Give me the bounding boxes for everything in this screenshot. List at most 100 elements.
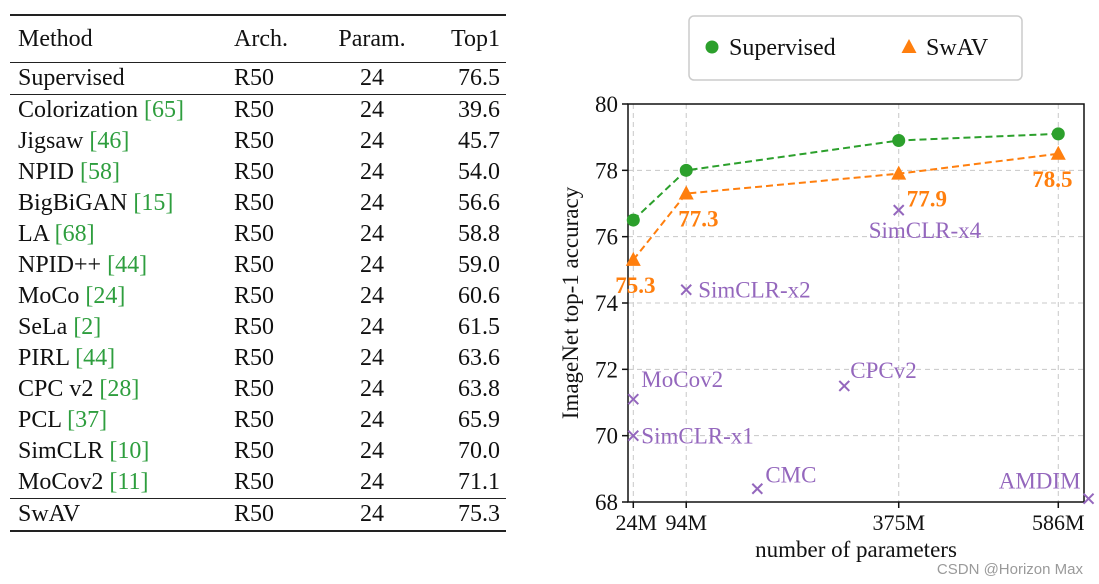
- legend-swav-label: SwAV: [926, 35, 989, 61]
- legend-swav-marker: [901, 39, 917, 53]
- table-row: Colorization [65] R50 24 39.6: [10, 95, 506, 127]
- supervised-series-line: [632, 132, 1059, 221]
- arch-cell: R50: [234, 345, 275, 371]
- arch-cell: R50: [234, 159, 275, 185]
- other-method-label: SimCLR-x2: [698, 278, 810, 303]
- method-name: CPC v2: [18, 376, 100, 402]
- top1-cell: 70.0: [458, 438, 500, 464]
- top1-cell: 65.9: [458, 407, 500, 433]
- table-row: LA [68] R50 24 58.8: [10, 219, 506, 250]
- method-cell: PIRL [44]: [10, 343, 234, 374]
- top1-cell: 63.8: [458, 376, 500, 402]
- method-name: NPID++: [18, 252, 108, 278]
- citation-link[interactable]: [58]: [80, 159, 120, 185]
- method-cell: Jigsaw [46]: [10, 126, 234, 157]
- other-method-point: [680, 284, 692, 296]
- other-method-point: [627, 429, 640, 442]
- param-cell: 24: [360, 314, 384, 340]
- other-method-point: [893, 204, 905, 216]
- method-cell: LA [68]: [10, 219, 234, 250]
- other-method-point: [838, 380, 850, 392]
- other-method-label: SimCLR-x4: [869, 218, 982, 243]
- x-tick-label: 24M: [616, 510, 658, 535]
- other-method-point: [1082, 492, 1095, 505]
- table-row: PCL [37] R50 24 65.9: [10, 405, 506, 436]
- citation-link[interactable]: [11]: [109, 469, 149, 495]
- citation-link[interactable]: [65]: [143, 97, 184, 123]
- param-cell: 24: [360, 376, 384, 402]
- param-cell: 24: [360, 438, 384, 464]
- y-tick-label: 70: [595, 424, 618, 449]
- param-cell: 24: [360, 252, 384, 278]
- method-cell: Supervised: [18, 65, 125, 91]
- method-cell: Colorization [65]: [10, 95, 234, 127]
- watermark: CSDN @Horizon Max: [936, 561, 1083, 578]
- param-cell: 24: [360, 128, 384, 154]
- param-cell: 24: [360, 159, 384, 185]
- method-name: MoCo: [18, 283, 86, 309]
- citation-link[interactable]: [28]: [99, 376, 140, 402]
- arch-cell: R50: [234, 376, 275, 402]
- method-cell: SwAV: [18, 501, 81, 527]
- table-row: SeLa [2] R50 24 61.5: [10, 312, 506, 343]
- table-row: SimCLR [10] R50 24 70.0: [10, 436, 506, 467]
- citation-link[interactable]: [68]: [54, 221, 95, 247]
- method-name: SeLa: [18, 314, 74, 340]
- table-row: Jigsaw [46] R50 24 45.7: [10, 126, 506, 157]
- arch-cell: R50: [234, 252, 275, 278]
- method-cell: PCL [37]: [10, 405, 234, 436]
- supervised-row: Supervised R50 24 76.5: [10, 63, 506, 95]
- param-cell: 24: [360, 65, 384, 91]
- method-name: BigBiGAN: [18, 190, 134, 216]
- other-method-point: [627, 393, 640, 405]
- other-method-label: CPCv2: [850, 358, 916, 383]
- x-tick-label: 586M: [1032, 510, 1085, 535]
- param-cell: 24: [360, 190, 384, 216]
- other-method-label: AMDIM: [999, 469, 1081, 494]
- top1-cell: 58.8: [458, 221, 500, 247]
- header-method: Method: [18, 26, 93, 52]
- table-row: PIRL [44] R50 24 63.6: [10, 343, 506, 374]
- citation-link[interactable]: [44]: [75, 345, 116, 371]
- y-tick-label: 74: [595, 291, 619, 316]
- citation-link[interactable]: [15]: [133, 190, 174, 216]
- citation-link[interactable]: [44]: [107, 252, 148, 278]
- arch-cell: R50: [234, 501, 275, 527]
- other-method-label: CMC: [765, 463, 816, 488]
- y-tick-label: 78: [595, 158, 618, 183]
- table-row: CPC v2 [28] R50 24 63.8: [10, 374, 506, 405]
- param-cell: 24: [360, 283, 384, 309]
- method-cell: SimCLR [10]: [10, 436, 234, 467]
- other-method-label: MoCov2: [641, 367, 723, 392]
- citation-link[interactable]: [24]: [85, 283, 126, 309]
- param-cell: 24: [360, 345, 384, 371]
- top1-cell: 75.3: [458, 501, 500, 527]
- swav-point: [625, 251, 641, 266]
- top1-cell: 59.0: [458, 252, 500, 278]
- arch-cell: R50: [234, 314, 275, 340]
- supervised-point: [679, 163, 693, 177]
- param-cell: 24: [360, 407, 384, 433]
- citation-link[interactable]: [10]: [109, 438, 150, 464]
- citation-link[interactable]: [2]: [73, 314, 102, 340]
- arch-cell: R50: [234, 221, 275, 247]
- citation-link[interactable]: [37]: [67, 407, 108, 433]
- top1-cell: 60.6: [458, 283, 500, 309]
- citation-link[interactable]: [46]: [89, 128, 130, 154]
- method-name: Jigsaw: [18, 128, 90, 154]
- method-cell: BigBiGAN [15]: [10, 188, 234, 219]
- swav-point: [891, 165, 907, 180]
- method-name: PCL: [18, 407, 68, 433]
- arch-cell: R50: [234, 407, 275, 433]
- swav-series-line: [632, 152, 1059, 261]
- data-label: 78.5: [1032, 167, 1072, 192]
- data-label: 77.3: [678, 207, 718, 232]
- top1-cell: 61.5: [458, 314, 500, 340]
- method-cell: SeLa [2]: [10, 312, 234, 343]
- arch-cell: R50: [234, 128, 275, 154]
- method-cell: MoCo [24]: [10, 281, 234, 312]
- data-label: 77.9: [907, 187, 947, 212]
- legend-box: [688, 15, 1023, 81]
- table-header-row: Method Arch. Param. Top1: [10, 15, 506, 63]
- param-cell: 24: [360, 97, 384, 123]
